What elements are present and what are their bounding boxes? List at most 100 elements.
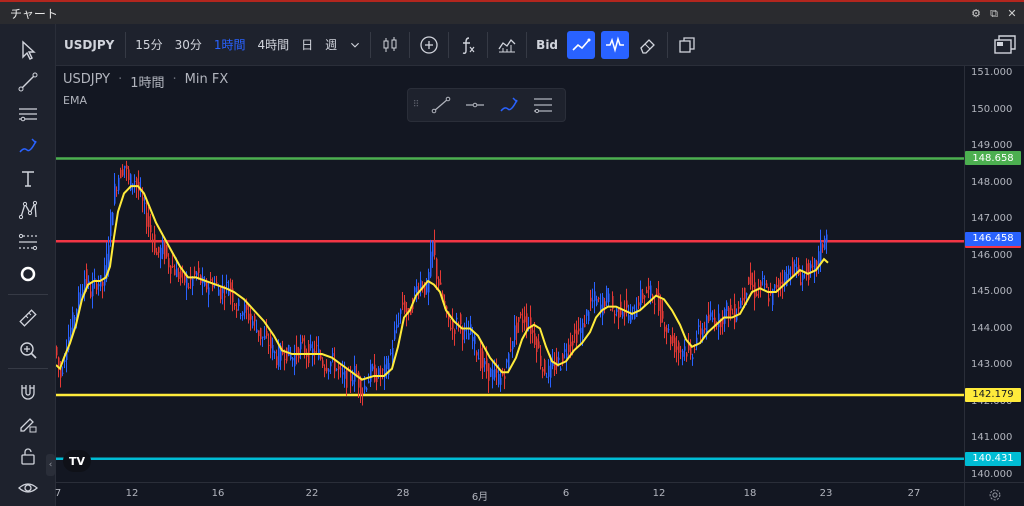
candle [404,295,406,315]
candle [250,307,252,331]
interval-day-button[interactable]: 日 [301,38,314,52]
chart-type-button[interactable] [374,24,406,66]
templates-button[interactable] [491,24,523,66]
interval-4h-button[interactable]: 4時間 [257,38,290,52]
candle [104,257,106,292]
interval-dropdown-button[interactable] [343,24,367,66]
candle-body [560,368,562,371]
interval-15m-button[interactable]: 15分 [135,38,163,52]
chart-pane[interactable]: USDJPY · 1時間 · Min FX EMA ⠿ TV [56,66,964,482]
chart-pulse-toggle[interactable] [601,30,630,59]
duplicate-chart-button[interactable] [671,24,703,66]
close-icon[interactable]: ✕ [1007,6,1017,20]
toolbar-divider [448,31,450,58]
time-tick-label: 12 [652,488,666,499]
collapse-toolbar-handle[interactable]: ‹ [46,454,55,476]
layout-button[interactable] [990,30,1020,60]
candle [738,301,740,316]
candle-body [106,253,108,279]
candle-body [430,251,432,277]
candle [450,318,452,331]
time-tick-label: 6 [562,488,570,499]
candle-body [160,247,162,259]
fib-tool-button[interactable] [14,228,42,256]
indicator-label-ema[interactable]: EMA [63,94,87,107]
float-fib-button[interactable] [526,90,560,120]
price-chart[interactable] [56,66,964,482]
cursor-tool-button[interactable] [14,36,42,64]
text-tool-button[interactable] [14,164,42,192]
price-source-button[interactable]: Bid [536,37,559,52]
candle-body [296,346,298,356]
candle [288,344,290,357]
circle-tool-button[interactable] [14,260,42,288]
candle-body [652,295,654,298]
tradingview-logo[interactable]: TV [63,450,91,472]
candle [778,277,780,298]
candle-body [304,345,306,355]
drag-handle-icon[interactable]: ⠿ [412,100,420,110]
trend-line-tool-button[interactable] [14,68,42,96]
candle [92,272,94,309]
circle-icon [20,266,36,282]
candle [166,244,168,259]
candle-body [482,351,484,368]
candle-body [534,333,536,345]
compare-button[interactable] [413,24,445,66]
horizontal-lines-tool-button[interactable] [14,100,42,128]
candle [810,260,812,278]
drawing-mode-button[interactable] [14,410,42,438]
time-axis[interactable]: 7 12 16 22 28 6月 6 12 18 23 27 [55,482,964,506]
symbol-search-button[interactable]: USDJPY [64,37,115,52]
zoom-in-tool-button[interactable] [14,336,42,364]
candle-body [282,351,284,355]
candle-body [616,309,618,312]
candle [464,322,466,344]
drawing-toolbar: ‹ [0,24,56,506]
hide-drawings-button[interactable] [14,474,42,502]
pattern-tool-button[interactable] [14,196,42,224]
candle-body [518,317,520,322]
candle [306,348,308,369]
ruler-tool-button[interactable] [14,304,42,332]
trend-line-icon [18,72,38,92]
settings-gear-icon[interactable]: ⚙ [971,6,981,20]
float-brush-button[interactable] [492,90,526,120]
price-axis[interactable]: 151.000 150.000 149.000 148.000 147.000 146.0… [964,66,1024,482]
candle-body [66,351,68,360]
candle-body [634,314,636,319]
interval-30m-button[interactable]: 30分 [174,38,202,52]
candle-body [650,285,652,296]
indicators-button[interactable] [452,24,484,66]
legend-interval: 1時間 [130,76,165,91]
candle [138,170,140,200]
float-trend-line-button[interactable] [424,90,458,120]
candle-body [510,349,512,351]
popout-icon[interactable]: ⧉ [990,6,998,20]
candle [128,165,130,185]
candle [620,294,622,318]
candle-body [516,322,518,334]
candle-body [74,316,76,321]
trend-line-icon [431,96,451,114]
clear-drawings-button[interactable] [632,24,664,66]
chart-templates-icon [498,38,516,52]
float-horizontal-line-button[interactable] [458,90,492,120]
magnet-icon [21,385,35,400]
candle-body [136,178,138,187]
candle-body [176,268,178,277]
interval-week-button[interactable]: 週 [325,38,338,52]
axis-settings-button[interactable] [964,482,1024,506]
magnet-button[interactable] [14,378,42,406]
candle [296,335,298,365]
candle [576,320,578,349]
interval-1h-button[interactable]: 1時間 [213,38,246,52]
lock-drawings-button[interactable] [14,442,42,470]
candle-body [730,304,732,311]
candle [152,233,154,253]
candle [562,353,564,367]
chart-trend-toggle[interactable] [567,30,596,59]
candle [732,308,734,315]
brush-tool-button[interactable] [14,132,42,160]
candle [598,296,600,303]
